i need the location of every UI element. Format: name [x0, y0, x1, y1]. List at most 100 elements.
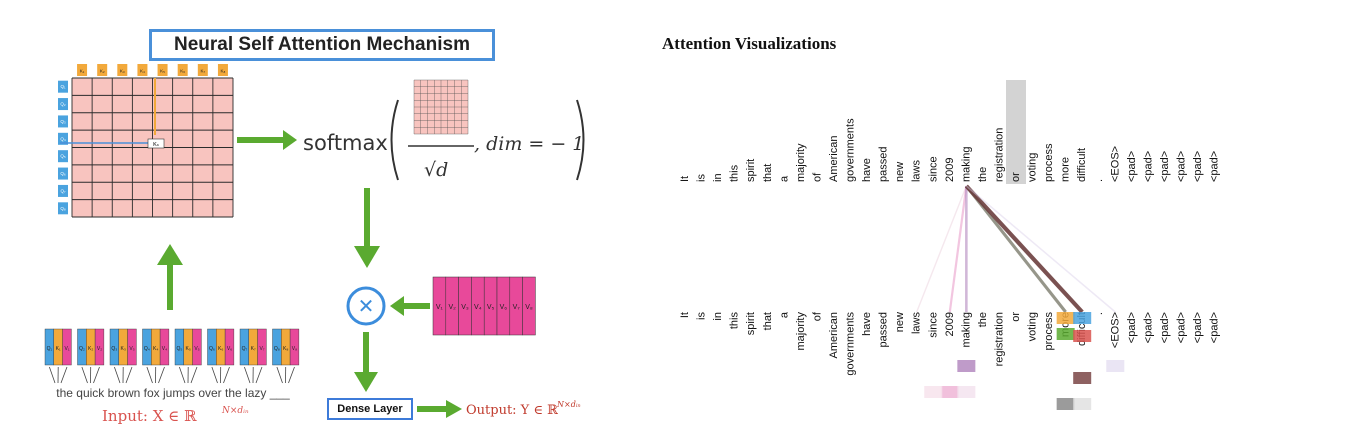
q-column-cell [58, 184, 68, 197]
focus-column-highlight [1006, 80, 1026, 184]
top-token: 2009 [944, 158, 956, 182]
qkv-label: K₆ [218, 346, 223, 352]
bottom-token: making [960, 312, 972, 347]
qkv-label: K₅ [186, 346, 191, 352]
k-header-label: K₇ [201, 69, 206, 74]
k-header-label: K₈ [221, 69, 226, 74]
top-token: of [811, 172, 823, 182]
v-vector-label: V₅ [487, 304, 495, 311]
bottom-token: new [894, 312, 906, 332]
qkv-inputs: Q₁ K₁ V₁ Q₂ K₂ V₂ Q₃ K₃ V₃ Q₄ K₄ V₄ Q₅ K₅ V₅ Q₆ K₆ V₆ Q₇ K₇… [44, 328, 300, 366]
k-header-cell [197, 64, 208, 76]
bottom-token: this [729, 312, 741, 330]
k-header-label: K₆ [180, 69, 185, 74]
cell-highlight [147, 138, 165, 149]
bottom-token: <pad> [1209, 312, 1221, 343]
bottom-token: <pad> [1192, 312, 1204, 343]
q-column-label: Q₃ [60, 119, 66, 124]
attention-heat-cell [1056, 328, 1075, 340]
v-vector-label: V₈ [525, 304, 533, 311]
attention-heat-cell [1073, 330, 1092, 342]
top-token: or [1010, 172, 1022, 182]
k-header-cell [217, 64, 228, 76]
bottom-token: majority [795, 312, 807, 351]
bottom-token: <EOS> [1109, 312, 1121, 348]
qkv-cell [62, 328, 72, 366]
qkv-cell [127, 328, 137, 366]
output-label: Output: Y ∈ ℝ [466, 403, 559, 418]
top-token: a [778, 175, 790, 182]
attention-viz-title: Attention Visualizations [662, 34, 837, 53]
q-column-label: Q₅ [60, 154, 66, 159]
top-token: passed [878, 147, 890, 182]
attention-visualization: It is in this spirit that a majority of American g… [679, 80, 1221, 410]
q-column-cell [58, 202, 68, 215]
multiply-icon: ✕ [358, 294, 375, 318]
top-token: <pad> [1159, 151, 1171, 182]
top-token: the [977, 167, 989, 182]
cell-label: Kₙ [153, 142, 160, 148]
v-vector-label: V₆ [500, 304, 508, 311]
qkv-label: V₁ [64, 346, 69, 352]
dim-text: , dim = − 1 [474, 133, 584, 155]
k-header-cell [117, 64, 128, 76]
input-label: Input: X ∈ ℝ [102, 407, 197, 425]
v-vectors: V₁ V₂ V₃ V₄ V₅ V₆ V₇ V₈ [432, 276, 536, 336]
top-token: <pad> [1126, 151, 1138, 182]
q-column-label: Q₄ [60, 136, 66, 141]
top-token: <pad> [1142, 151, 1154, 182]
input-arrow-line [211, 366, 218, 384]
k-header-label: K₄ [140, 69, 145, 74]
qkv-label: K₄ [153, 346, 158, 352]
attention-heat-cell [1073, 312, 1092, 324]
input-arrow-line [179, 366, 186, 384]
q-column-cell [58, 132, 68, 145]
sqrt-d: √d [424, 159, 448, 181]
top-token: have [861, 158, 873, 182]
attention-line [916, 185, 968, 313]
k-header-label: K₅ [160, 69, 165, 74]
v-vector-label: V₄ [474, 304, 482, 311]
bottom-token: that [762, 312, 774, 330]
q-column-cell [58, 98, 68, 111]
input-arrow-line [114, 366, 121, 384]
softmax-word: softmax [303, 131, 388, 155]
input-arrow-line [81, 366, 88, 384]
bottom-token: in [712, 312, 724, 321]
qk-matrix: K₁ K₂ K₃ K₄ K₅ K₆ K₇ K₈ Q₁ Q₂ Q₃ Q₄ Q₅ Q₆ Q₇ Q₈ Kₙ [58, 64, 234, 218]
softmax-formula: softmax √d , dim = − 1 [303, 79, 585, 181]
top-token: American [828, 136, 840, 182]
bottom-token: <pad> [1142, 312, 1154, 343]
qkv-label: K₃ [121, 346, 126, 352]
input-arrow-line [146, 366, 153, 384]
bottom-token: American [828, 312, 840, 358]
qkv-label: K₂ [88, 346, 93, 352]
qkv-label: V₂ [97, 346, 102, 352]
top-token: new [894, 162, 906, 182]
bottom-token: <pad> [1126, 312, 1138, 343]
bottom-token: since [927, 312, 939, 338]
top-token: this [729, 164, 741, 182]
input-arrow-line [49, 366, 56, 384]
top-token: making [960, 147, 972, 182]
qkv-label: Q₁ [47, 346, 53, 352]
multiply-node: ✕ [346, 286, 386, 326]
q-column-label: Q₇ [60, 188, 66, 193]
k-header-label: K₂ [100, 69, 105, 74]
top-token: since [927, 156, 939, 182]
top-token: is [696, 174, 708, 182]
bottom-token: laws [911, 312, 923, 335]
qkv-label: K₈ [283, 346, 288, 352]
bottom-token: process [1043, 312, 1055, 351]
attention-heat-cell [1056, 398, 1075, 410]
top-token: majority [795, 143, 807, 182]
attention-heat-cell [957, 386, 976, 398]
k-header-cell [177, 64, 188, 76]
input-arrow-line [60, 366, 68, 384]
qkv-label: Q₈ [274, 346, 280, 352]
top-token: in [712, 173, 724, 182]
qkv-label: Q₅ [176, 346, 182, 352]
top-token: <pad> [1209, 151, 1221, 182]
bottom-token: the [977, 312, 989, 327]
